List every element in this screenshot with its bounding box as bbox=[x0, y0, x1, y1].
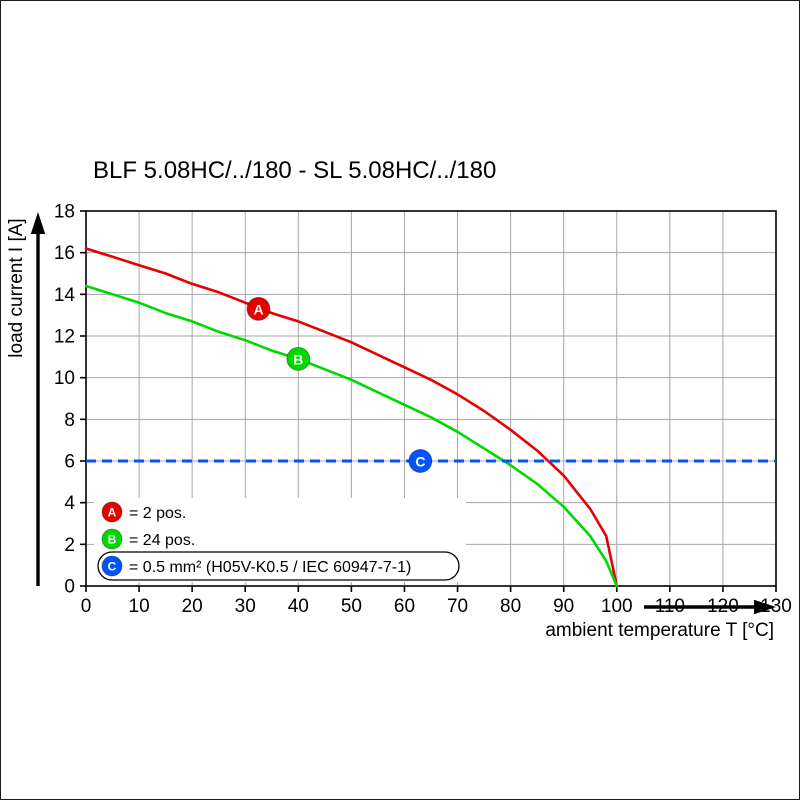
curve-marker-letter-C: C bbox=[415, 454, 425, 470]
y-tick-label: 0 bbox=[64, 577, 75, 598]
legend-marker-A bbox=[101, 501, 123, 523]
x-tick-label: 130 bbox=[760, 596, 792, 617]
x-tick-label: 40 bbox=[288, 596, 309, 617]
y-tick-label: 18 bbox=[54, 202, 75, 223]
legend-label-B: = 24 pos. bbox=[129, 532, 195, 549]
chart-title: BLF 5.08HC/../180 - SL 5.08HC/../180 bbox=[93, 157, 497, 184]
x-tick-label: 20 bbox=[182, 596, 203, 617]
curve-marker-A bbox=[246, 296, 271, 321]
y-tick-label: 4 bbox=[64, 493, 75, 514]
legend-marker-letter-B: B bbox=[108, 533, 117, 547]
legend-background bbox=[94, 498, 466, 582]
axis-arrows bbox=[30, 212, 776, 615]
x-tick-label: 0 bbox=[81, 596, 92, 617]
y-axis-label: load current I [A] bbox=[6, 218, 27, 358]
x-tick-label: 80 bbox=[500, 596, 521, 617]
x-axis-label: ambient temperature T [°C] bbox=[545, 620, 774, 641]
x-tick-label: 10 bbox=[129, 596, 150, 617]
legend-marker-letter-A: A bbox=[108, 506, 117, 520]
y-tick-label: 12 bbox=[54, 327, 75, 348]
curve-marker-C bbox=[408, 449, 433, 473]
y-tick-label: 6 bbox=[64, 452, 75, 473]
legend-marker-C bbox=[101, 555, 123, 577]
x-axis-ticks: 0 10 20 30 40 50 60 70 80 90 100 110 120 130 bbox=[81, 586, 792, 617]
y-tick-label: 2 bbox=[64, 535, 75, 556]
curve-marker-letter-A: A bbox=[253, 301, 263, 317]
y-tick-label: 8 bbox=[64, 410, 75, 431]
y-axis-ticks: 0 2 4 6 8 10 12 14 16 18 bbox=[54, 202, 86, 598]
y-tick-label: 10 bbox=[54, 368, 75, 389]
curve-marker-letter-B: B bbox=[293, 351, 303, 367]
legend-label-A: = 2 pos. bbox=[129, 505, 186, 522]
legend: A = 2 pos. B = 24 pos. C = 0.5 mm² (H05V-K0.5… bbox=[97, 501, 460, 581]
x-tick-label: 70 bbox=[447, 596, 468, 617]
legend-marker-letter-C: C bbox=[108, 560, 117, 574]
legend-box-C bbox=[97, 551, 460, 581]
plot-border bbox=[85, 210, 777, 587]
curve-markers: A B C bbox=[246, 296, 433, 473]
y-tick-label: 14 bbox=[54, 285, 76, 306]
series-A-curve bbox=[84, 247, 619, 588]
y-tick-label: 16 bbox=[54, 243, 75, 264]
x-axis-arrowhead bbox=[754, 599, 776, 615]
x-tick-label: 90 bbox=[553, 596, 574, 617]
x-tick-label: 60 bbox=[394, 596, 415, 617]
series-B-curve bbox=[84, 284, 619, 588]
y-axis-arrowhead bbox=[30, 212, 46, 234]
x-tick-label: 30 bbox=[235, 596, 256, 617]
curve-marker-B bbox=[286, 346, 311, 371]
x-tick-label: 50 bbox=[341, 596, 362, 617]
legend-marker-B bbox=[101, 528, 123, 550]
x-tick-label: 100 bbox=[601, 596, 633, 617]
legend-label-C: = 0.5 mm² (H05V-K0.5 / IEC 60947-7-1) bbox=[129, 559, 411, 576]
